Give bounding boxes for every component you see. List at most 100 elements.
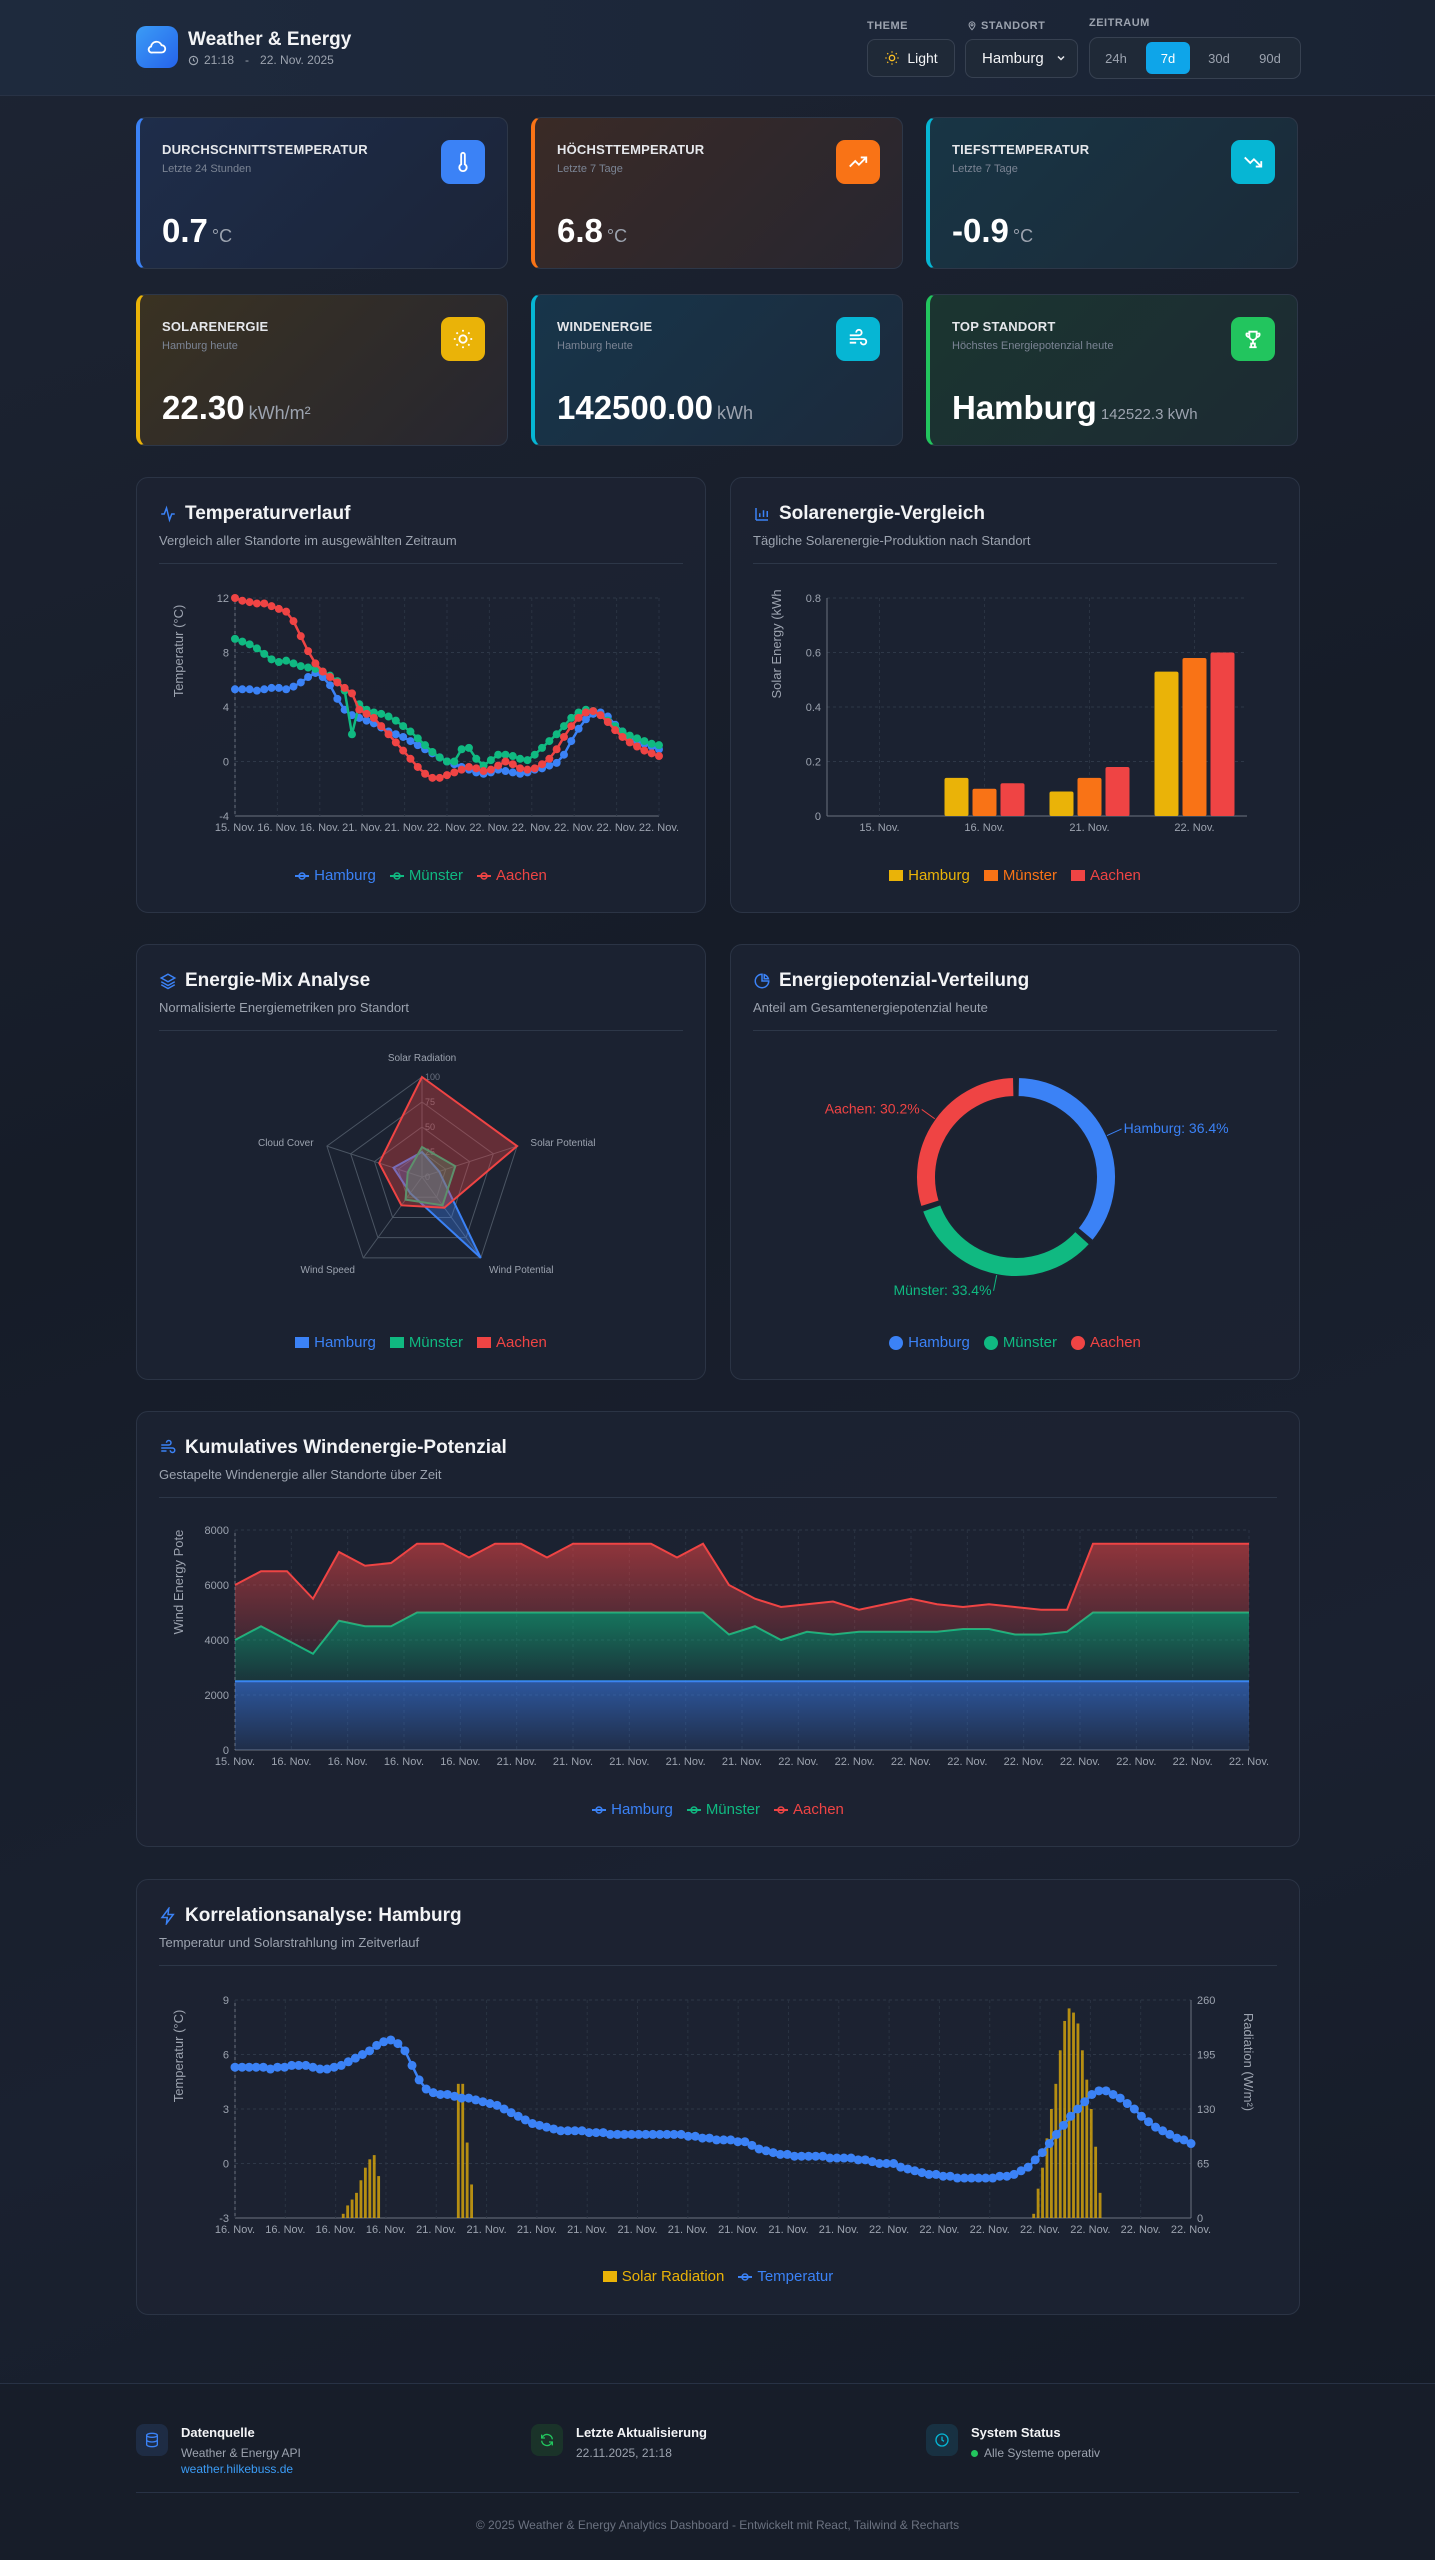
header-separator: -: [245, 53, 250, 67]
data-point: [1144, 2117, 1154, 2127]
legend-item[interactable]: Aachen: [774, 1801, 844, 1818]
x-tick-label: 22. Nov.: [1174, 822, 1214, 834]
legend-item[interactable]: Hamburg: [592, 1801, 673, 1818]
legend-item[interactable]: Aachen: [477, 1334, 547, 1351]
bar-münster: [1077, 777, 1102, 816]
x-tick-label: 21. Nov.: [467, 2224, 507, 2236]
solar-chart[interactable]: 0 0.2 0.4 0.6 0.8 15. Nov. 16. Nov. 21. Nov. 22.…: [731, 478, 1301, 914]
legend-item[interactable]: Aachen: [1071, 867, 1141, 884]
temperature-legend: Hamburg Münster Aachen: [137, 867, 705, 884]
data-point: [559, 732, 568, 741]
data-point: [797, 2151, 807, 2161]
data-point: [945, 2171, 955, 2181]
energymix-radar-chart[interactable]: Solar Radiation Solar Potential Wind Poten…: [137, 945, 707, 1381]
data-point: [633, 742, 642, 751]
legend-item[interactable]: Münster: [389, 867, 463, 884]
label-leader: [921, 1109, 936, 1120]
radiation-bar: [1049, 2109, 1053, 2218]
data-point: [508, 768, 517, 777]
data-point: [267, 683, 276, 692]
donut-label: Münster: 33.4%: [893, 1282, 991, 1298]
wind-icon: [836, 317, 880, 361]
data-point: [1051, 2129, 1061, 2139]
legend-item[interactable]: Münster: [983, 867, 1057, 884]
data-point: [377, 709, 386, 718]
radiation-bar: [363, 2167, 367, 2218]
data-point: [647, 749, 656, 758]
axis-label: Wind Energy Pote: [171, 1530, 186, 1635]
x-tick-label: 21. Nov.: [718, 2224, 758, 2236]
legend-item[interactable]: Hamburg: [889, 867, 970, 884]
donut-slice-aachen: [915, 1075, 1016, 1209]
correlation-chart[interactable]: -3 0 3 6 9 16. Nov. 16. Nov. 16. Nov. 16. Nov. 21…: [137, 1880, 1301, 2316]
data-point: [421, 769, 430, 778]
x-tick-label: 22. Nov.: [1070, 2224, 1110, 2236]
x-tick-label: 16. Nov.: [271, 1756, 311, 1768]
radiation-bar: [1080, 2050, 1084, 2218]
data-point: [1172, 2133, 1182, 2143]
range-90d-button[interactable]: 90d: [1259, 50, 1281, 66]
source-link[interactable]: weather.hilkebuss.de: [181, 2462, 294, 2476]
x-tick-label: 16. Nov.: [366, 2224, 406, 2236]
x-tick-label: 22. Nov.: [512, 822, 552, 834]
wind-title: Kumulatives Windenergie-Potenzial: [185, 1437, 507, 1458]
data-point: [535, 2120, 545, 2130]
data-point: [245, 685, 254, 694]
x-tick-label: 22. Nov.: [1060, 1756, 1100, 1768]
wind-area-chart[interactable]: 0 2000 4000 6000 8000 15. Nov. 16. Nov. 16. Nov…: [137, 1412, 1301, 1848]
axis-label: Radiation (W/m²): [1241, 2013, 1256, 2111]
x-tick-label: 22. Nov.: [1171, 2224, 1211, 2236]
y-tick-label: 0.6: [806, 648, 821, 660]
x-tick-label: 22. Nov.: [919, 2224, 959, 2236]
data-point: [258, 2062, 268, 2072]
data-point: [362, 709, 371, 718]
donut-label: Aachen: 30.2%: [825, 1100, 920, 1116]
data-point: [581, 708, 590, 717]
legend-item[interactable]: Solar Radiation: [602, 2268, 724, 2285]
data-point: [369, 713, 378, 722]
data-point: [719, 2135, 729, 2145]
legend-item[interactable]: Münster: [686, 1801, 760, 1818]
layers-icon: [159, 973, 177, 990]
data-point: [596, 711, 605, 720]
axis-label: Temperatur (°C): [171, 2010, 186, 2103]
legend-item[interactable]: Münster: [983, 1334, 1057, 1351]
data-point: [1023, 2162, 1033, 2172]
data-point: [542, 2122, 552, 2132]
axes: -3 0 3 6 9 16. Nov. 16. Nov. 16. Nov. 16. Nov. 21…: [215, 1995, 1211, 2236]
data-point: [478, 2097, 488, 2107]
stat-title: WINDENERGIE: [557, 319, 653, 334]
legend-item[interactable]: Aachen: [477, 867, 547, 884]
theme-toggle-button[interactable]: Light: [867, 39, 955, 77]
legend-item[interactable]: Hamburg: [295, 867, 376, 884]
potential-donut-chart[interactable]: Hamburg: 36.4% Münster: 33.4% Aachen: 30.2…: [731, 945, 1301, 1381]
data-point: [399, 722, 408, 731]
range-24h-button[interactable]: 24h: [1105, 50, 1127, 66]
donut-label: Hamburg: 36.4%: [1124, 1120, 1229, 1136]
legend-item[interactable]: Hamburg: [295, 1334, 376, 1351]
radiation-bar: [465, 2142, 469, 2218]
data-point: [1136, 2111, 1146, 2121]
data-point: [910, 2166, 920, 2176]
data-point: [421, 2084, 431, 2094]
range-30d-button[interactable]: 30d: [1208, 50, 1230, 66]
legend-item[interactable]: Aachen: [1071, 1334, 1141, 1351]
data-point: [347, 689, 356, 698]
label-leader: [993, 1275, 998, 1291]
temperature-title: Temperaturverlauf: [185, 503, 351, 524]
location-select[interactable]: Hamburg: [965, 39, 1078, 78]
legend-item[interactable]: Hamburg: [889, 1334, 970, 1351]
data-point: [825, 2153, 835, 2163]
radiation-bar: [355, 2192, 358, 2218]
legend-item[interactable]: Temperatur: [738, 2268, 833, 2285]
data-point: [917, 2168, 927, 2178]
legend-item[interactable]: Münster: [389, 1334, 463, 1351]
legend-square-icon: [477, 1337, 491, 1348]
thermometer-icon: [441, 140, 485, 184]
data-point: [1080, 2097, 1090, 2107]
range-7d-button[interactable]: 7d: [1146, 42, 1190, 74]
radiation-bar: [1063, 2020, 1067, 2218]
x-tick-label: 22. Nov.: [1121, 2224, 1161, 2236]
range-label: ZEITRAUM: [1089, 17, 1150, 29]
